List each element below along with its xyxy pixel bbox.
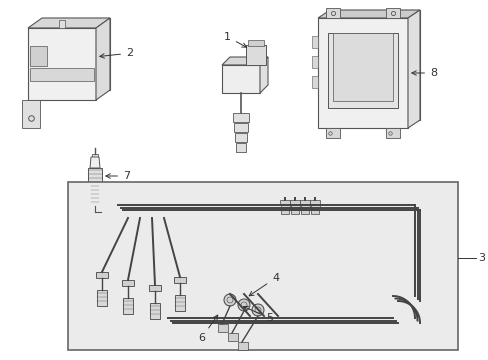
Bar	[325, 8, 339, 18]
Bar	[96, 272, 108, 278]
Bar	[234, 123, 247, 132]
Bar	[332, 33, 392, 101]
Bar	[232, 113, 248, 122]
Bar	[311, 76, 317, 88]
Text: 3: 3	[477, 253, 484, 262]
Polygon shape	[407, 10, 419, 128]
Bar	[218, 324, 227, 332]
Bar	[59, 20, 65, 28]
Bar	[281, 210, 288, 214]
Bar	[30, 46, 47, 66]
Bar	[227, 333, 238, 341]
Bar	[385, 128, 399, 138]
Polygon shape	[28, 18, 110, 28]
Bar	[299, 200, 309, 204]
Bar	[289, 200, 299, 204]
Bar	[310, 210, 318, 214]
Text: 6: 6	[198, 315, 217, 343]
Bar	[236, 143, 245, 152]
Bar	[97, 290, 107, 306]
Bar	[235, 133, 246, 142]
Text: 2: 2	[100, 48, 133, 58]
Text: 7: 7	[105, 171, 130, 181]
Bar	[281, 205, 289, 209]
Polygon shape	[91, 184, 99, 206]
Text: 1: 1	[224, 32, 246, 47]
Polygon shape	[222, 57, 267, 65]
Bar	[222, 65, 260, 93]
Bar	[123, 298, 133, 314]
Polygon shape	[329, 10, 419, 120]
Bar	[174, 277, 185, 283]
Bar	[68, 182, 457, 350]
Bar	[149, 285, 161, 291]
Bar	[245, 45, 265, 65]
Text: 4: 4	[249, 273, 279, 296]
Text: 5: 5	[243, 306, 272, 323]
Bar	[122, 280, 134, 286]
Circle shape	[224, 294, 236, 306]
Polygon shape	[28, 28, 96, 100]
Bar	[175, 295, 184, 311]
Bar	[310, 205, 319, 209]
Bar	[327, 33, 397, 108]
Text: 8: 8	[411, 68, 436, 78]
Bar	[317, 18, 407, 128]
Bar	[325, 128, 339, 138]
Bar	[301, 210, 308, 214]
Bar	[385, 8, 399, 18]
Polygon shape	[317, 10, 419, 18]
Polygon shape	[42, 18, 110, 90]
Circle shape	[251, 304, 264, 316]
Bar	[280, 200, 289, 204]
Bar	[22, 100, 40, 128]
Bar	[311, 36, 317, 48]
Polygon shape	[96, 18, 110, 100]
Bar	[247, 40, 264, 46]
Bar	[290, 210, 298, 214]
Bar	[92, 154, 98, 157]
Bar	[238, 342, 247, 350]
Polygon shape	[260, 57, 267, 93]
Bar	[311, 56, 317, 68]
Polygon shape	[90, 157, 100, 168]
Circle shape	[238, 299, 249, 311]
Bar	[88, 168, 102, 184]
Bar	[150, 303, 160, 319]
Bar	[290, 205, 299, 209]
Bar	[301, 205, 309, 209]
Bar	[309, 200, 319, 204]
Bar	[30, 68, 94, 81]
